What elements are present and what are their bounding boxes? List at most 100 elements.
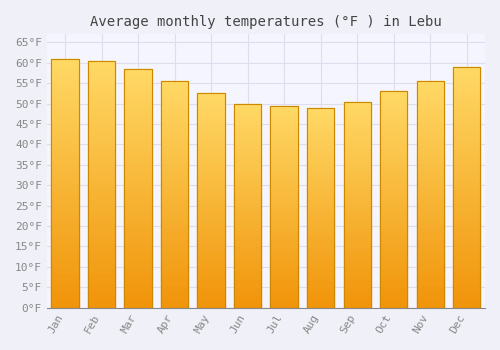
Bar: [344, 291, 371, 295]
Bar: [52, 248, 79, 253]
Bar: [307, 216, 334, 220]
Bar: [124, 126, 152, 131]
Bar: [52, 288, 79, 293]
Bar: [380, 122, 407, 126]
Bar: [380, 221, 407, 225]
Bar: [307, 252, 334, 255]
Bar: [270, 190, 298, 195]
Bar: [380, 91, 407, 96]
Bar: [88, 90, 116, 96]
Bar: [161, 208, 188, 212]
Bar: [416, 226, 444, 231]
Bar: [124, 174, 152, 179]
Bar: [453, 110, 480, 115]
Bar: [380, 91, 407, 308]
Bar: [344, 209, 371, 213]
Bar: [52, 293, 79, 297]
Bar: [161, 90, 188, 95]
Bar: [344, 221, 371, 225]
Bar: [161, 181, 188, 186]
Bar: [161, 262, 188, 267]
Bar: [416, 240, 444, 244]
Bar: [453, 236, 480, 240]
Bar: [380, 256, 407, 260]
Bar: [380, 161, 407, 165]
Bar: [270, 255, 298, 259]
Bar: [416, 194, 444, 199]
Bar: [416, 271, 444, 276]
Bar: [52, 278, 79, 283]
Bar: [453, 221, 480, 226]
Bar: [380, 109, 407, 113]
Bar: [198, 231, 225, 235]
Bar: [198, 290, 225, 295]
Bar: [52, 283, 79, 288]
Bar: [198, 196, 225, 201]
Bar: [453, 173, 480, 178]
Bar: [161, 104, 188, 108]
Bar: [124, 74, 152, 78]
Bar: [344, 283, 371, 287]
Bar: [416, 186, 444, 190]
Bar: [234, 189, 262, 194]
Bar: [270, 170, 298, 174]
Bar: [198, 235, 225, 239]
Bar: [198, 286, 225, 290]
Bar: [380, 286, 407, 290]
Bar: [234, 222, 262, 226]
Bar: [124, 255, 152, 260]
Bar: [344, 106, 371, 110]
Bar: [307, 128, 334, 132]
Bar: [234, 263, 262, 267]
Bar: [307, 256, 334, 260]
Bar: [453, 163, 480, 168]
Bar: [307, 240, 334, 244]
Bar: [198, 295, 225, 299]
Bar: [270, 118, 298, 122]
Bar: [344, 172, 371, 176]
Bar: [52, 124, 79, 128]
Title: Average monthly temperatures (°F ) in Lebu: Average monthly temperatures (°F ) in Le…: [90, 15, 442, 29]
Bar: [234, 210, 262, 214]
Bar: [88, 164, 116, 169]
Bar: [234, 108, 262, 112]
Bar: [416, 217, 444, 222]
Bar: [198, 222, 225, 226]
Bar: [344, 159, 371, 163]
Bar: [344, 102, 371, 106]
Bar: [416, 145, 444, 149]
Bar: [234, 295, 262, 300]
Bar: [52, 188, 79, 193]
Bar: [88, 288, 116, 293]
Bar: [270, 284, 298, 287]
Bar: [453, 67, 480, 72]
Bar: [344, 262, 371, 266]
Bar: [344, 279, 371, 283]
Bar: [270, 150, 298, 154]
Bar: [52, 144, 79, 148]
Bar: [161, 172, 188, 176]
Bar: [88, 110, 116, 115]
Bar: [380, 143, 407, 148]
Bar: [124, 203, 152, 208]
Bar: [88, 209, 116, 214]
Bar: [453, 206, 480, 211]
Bar: [161, 299, 188, 303]
Bar: [416, 86, 444, 90]
Bar: [270, 154, 298, 158]
Bar: [344, 110, 371, 114]
Bar: [161, 271, 188, 276]
Bar: [307, 292, 334, 296]
Bar: [124, 179, 152, 183]
Bar: [270, 303, 298, 308]
Bar: [380, 126, 407, 130]
Bar: [453, 154, 480, 159]
Bar: [124, 270, 152, 274]
Bar: [416, 163, 444, 167]
Bar: [88, 71, 116, 76]
Bar: [234, 112, 262, 116]
Bar: [234, 136, 262, 140]
Bar: [416, 289, 444, 294]
Bar: [416, 258, 444, 262]
Bar: [88, 135, 116, 140]
